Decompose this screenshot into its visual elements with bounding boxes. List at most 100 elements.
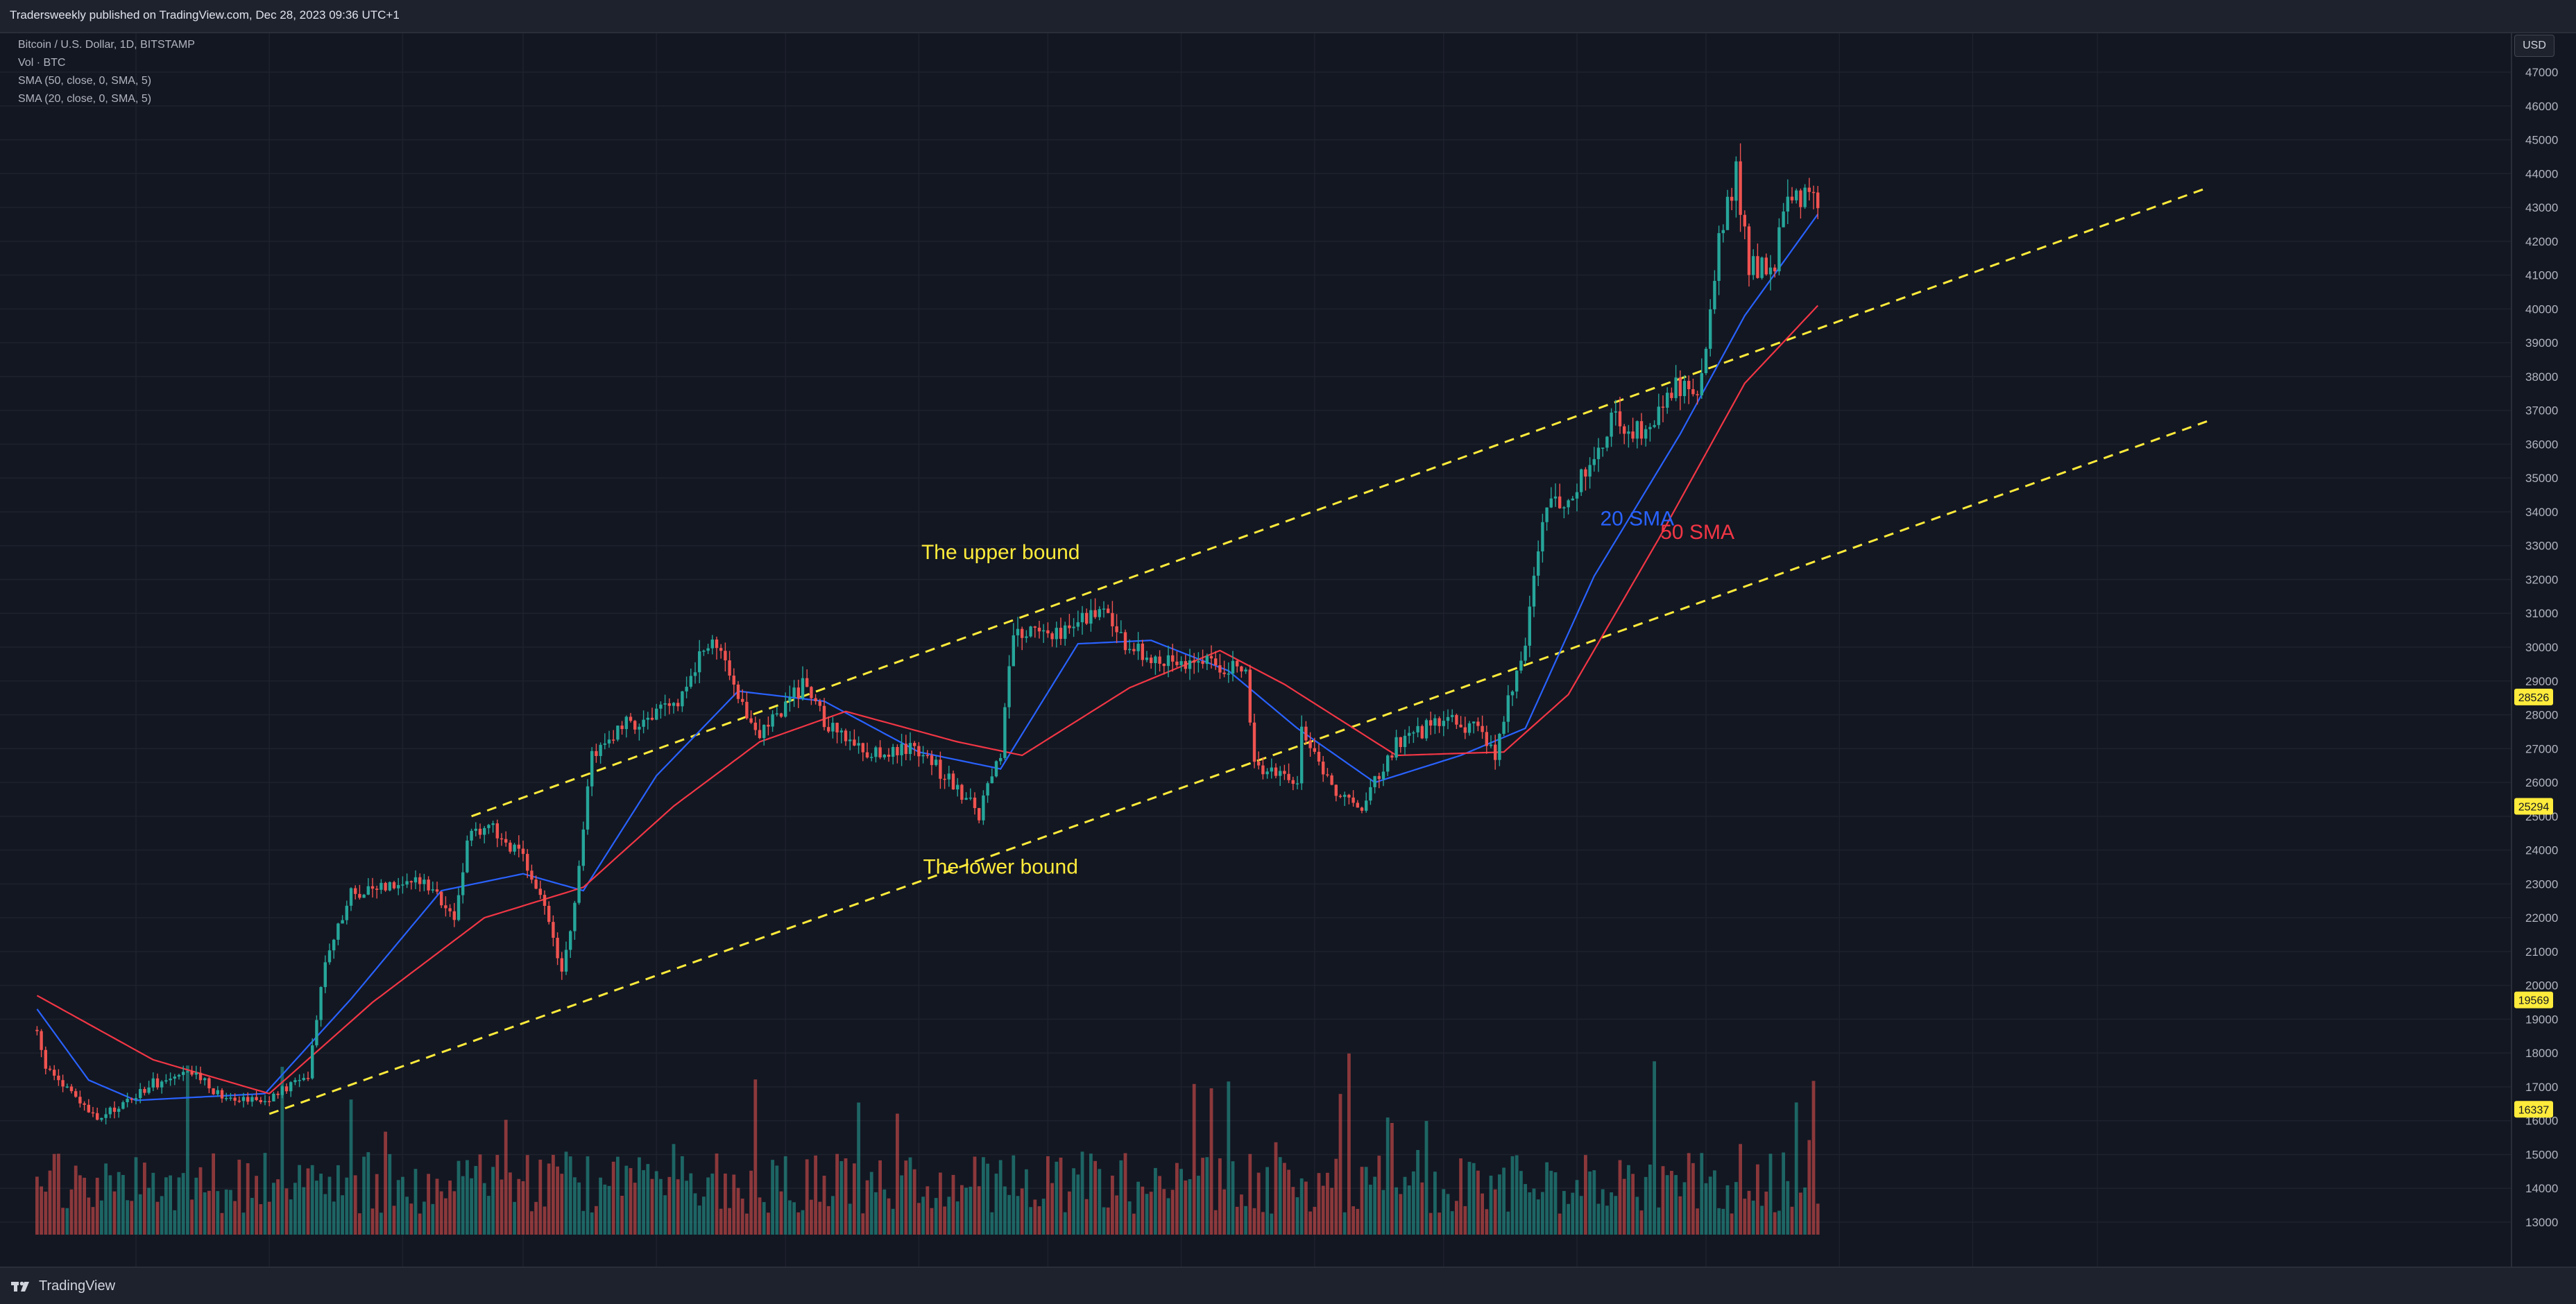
candle-body xyxy=(547,905,551,923)
footer-bar: TradingView xyxy=(0,1267,2576,1304)
volume-bar xyxy=(138,1194,142,1235)
candle-body xyxy=(775,713,778,715)
candle-body xyxy=(1248,669,1252,723)
candle-body xyxy=(366,886,370,895)
candle-body xyxy=(603,743,606,745)
legend-sma20[interactable]: SMA (20, close, 0, SMA, 5) xyxy=(18,93,152,105)
volume-bar xyxy=(151,1172,155,1235)
volume-bar xyxy=(1584,1155,1587,1235)
legend-volume[interactable]: Vol · BTC xyxy=(18,57,66,69)
candle-body xyxy=(620,726,624,730)
volume-bar xyxy=(44,1192,48,1235)
volume-bar xyxy=(332,1201,336,1235)
volume-bar xyxy=(160,1196,164,1235)
volume-bar xyxy=(1201,1158,1204,1235)
candle-body xyxy=(814,698,817,701)
candle-body xyxy=(1042,630,1046,632)
candle-body xyxy=(831,723,835,732)
volume-bar xyxy=(392,1206,396,1235)
volume-bar xyxy=(1442,1189,1446,1235)
legend-symbol[interactable]: Bitcoin / U.S. Dollar, 1D, BITSTAMP xyxy=(18,39,195,51)
candle-body xyxy=(194,1072,198,1075)
price-badge xyxy=(2514,1101,2553,1118)
volume-bar xyxy=(646,1164,650,1235)
candle-body xyxy=(818,701,821,706)
candle-body xyxy=(1308,740,1312,748)
volume-bar xyxy=(1033,1199,1037,1235)
volume-bar xyxy=(452,1191,457,1235)
candle-body xyxy=(53,1070,56,1076)
candle-body xyxy=(1369,787,1372,801)
candle-body xyxy=(1188,660,1192,669)
candle-body xyxy=(878,747,882,757)
volume-bar xyxy=(1321,1185,1325,1235)
candle-body xyxy=(792,687,796,698)
candle-body xyxy=(960,784,964,800)
candle-body xyxy=(78,1097,82,1104)
candle-body xyxy=(466,840,469,873)
candle-body xyxy=(973,797,977,809)
volume-bar xyxy=(207,1190,211,1235)
publish-text: Tradersweekly published on TradingView.c… xyxy=(10,8,400,22)
candle-body xyxy=(280,1086,284,1095)
legend-sma50[interactable]: SMA (50, close, 0, SMA, 5) xyxy=(18,75,152,87)
candle-body xyxy=(655,708,658,720)
volume-bar xyxy=(100,1200,103,1235)
price-tick-label: 19000 xyxy=(2525,1013,2558,1026)
candle-body xyxy=(1313,748,1316,752)
volume-bar xyxy=(439,1191,443,1235)
sma-lines xyxy=(36,214,1819,1101)
price-tick-label: 38000 xyxy=(2525,370,2558,384)
candle-body xyxy=(108,1107,112,1115)
currency-button[interactable]: USD xyxy=(2514,35,2554,57)
candle-body xyxy=(1166,655,1170,667)
candle-body xyxy=(1394,737,1398,758)
volume-bar xyxy=(964,1187,968,1235)
volume-bar xyxy=(1197,1176,1200,1235)
volume-bar xyxy=(1760,1206,1764,1235)
volume-bar xyxy=(1541,1192,1544,1235)
volume-bar xyxy=(844,1158,848,1235)
candle-body xyxy=(1373,775,1376,787)
volume-bar xyxy=(1481,1193,1484,1235)
candle-body xyxy=(444,905,447,909)
candle-body xyxy=(822,705,826,728)
candle-body xyxy=(302,1078,305,1081)
volume-bar xyxy=(525,1155,529,1235)
candle-body xyxy=(457,895,461,920)
candle-body xyxy=(1128,649,1132,651)
candle-body xyxy=(173,1076,176,1079)
volume-bar xyxy=(478,1154,482,1235)
volume-bar xyxy=(48,1170,52,1235)
candle-body xyxy=(930,755,934,765)
candle-body xyxy=(272,1093,275,1101)
tradingview-brand[interactable]: TradingView xyxy=(11,1278,115,1294)
candle-body xyxy=(1442,721,1445,726)
candle-body xyxy=(857,743,860,746)
volume-bar xyxy=(1205,1157,1209,1235)
candle-body xyxy=(999,757,1003,762)
candle-body xyxy=(405,881,409,885)
volume-bar xyxy=(969,1186,973,1235)
candle-body xyxy=(255,1097,258,1100)
volume-bar xyxy=(370,1208,375,1235)
candle-body xyxy=(715,640,719,649)
candle-body xyxy=(1029,626,1032,637)
candle-body xyxy=(1209,655,1213,659)
candle-body xyxy=(887,755,891,757)
candle-body xyxy=(779,713,783,717)
candle-body xyxy=(1489,744,1493,746)
candle-body xyxy=(1481,726,1484,732)
candle-body xyxy=(870,757,873,758)
candle-body xyxy=(83,1103,86,1105)
candle-body xyxy=(298,1080,301,1081)
volume-bar xyxy=(1730,1213,1734,1235)
price-tick-label: 37000 xyxy=(2525,404,2558,418)
volume-bar xyxy=(1601,1189,1605,1235)
candle-body xyxy=(87,1104,90,1113)
candle-body xyxy=(1541,522,1544,551)
volume-bar xyxy=(1029,1207,1032,1235)
volume-bar xyxy=(1424,1121,1428,1235)
price-tick-label: 45000 xyxy=(2525,134,2558,147)
